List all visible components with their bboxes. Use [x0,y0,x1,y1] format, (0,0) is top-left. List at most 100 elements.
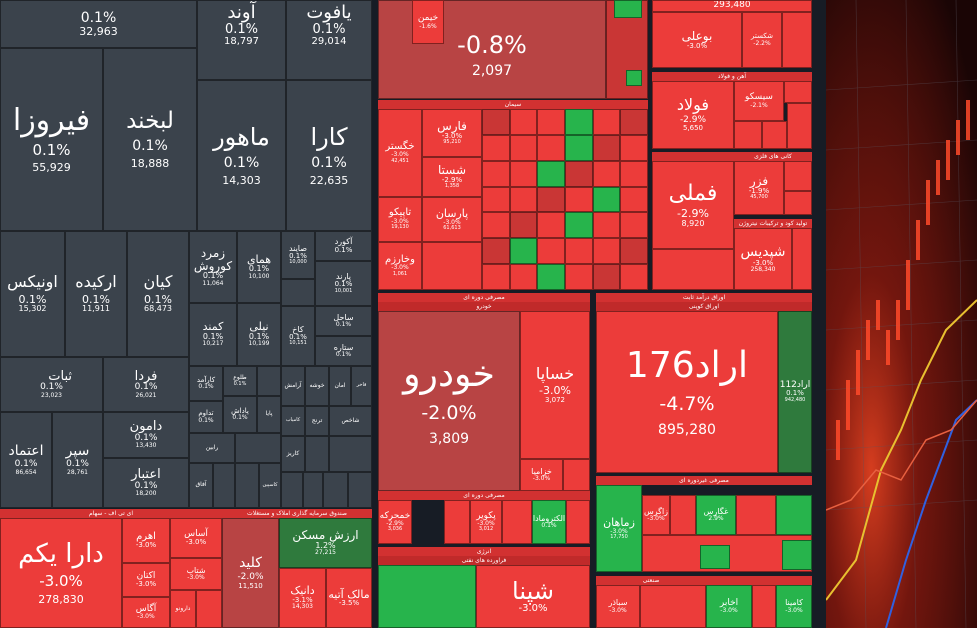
cement-small-tile[interactable] [592,186,621,213]
tile-khoshe[interactable]: خوشه [305,366,329,406]
cement-small-tile[interactable] [482,264,510,290]
tile-kian[interactable]: کیان 0.1% 68,473 [127,231,189,357]
tile-vakharazm[interactable]: وخارزم -3.0% 1,061 [378,242,422,290]
tile-rm-small-1[interactable] [670,495,696,535]
tile-kelid[interactable]: کلید -2.0% 11,510 [222,518,279,628]
tile-metal-small-6[interactable] [784,191,812,215]
tile-small-j[interactable] [323,472,348,508]
tile-tolou[interactable]: طلوع 0.1% [223,366,257,396]
tile-sabader[interactable]: سباذر -3.0% [596,585,640,628]
cement-small-tile[interactable] [620,186,648,213]
tile-small-etf[interactable] [196,590,222,628]
cement-small-tile[interactable] [482,160,510,187]
tile-rm-small-4[interactable] [640,585,706,628]
tile-aman[interactable]: امان [329,366,351,406]
tile-metal-small-5[interactable] [784,161,812,191]
tile-alkotron[interactable]: الکترومادا 0.1% [532,500,566,544]
tile-fakher[interactable]: فاخر [351,366,372,406]
tile-fameli[interactable]: فملی -2.9% 8,920 [652,161,734,249]
tile-metal-small-2[interactable] [734,121,762,149]
tile-kakh[interactable]: کاخ 0.1% 10,151 [281,306,315,366]
tile-khazamia[interactable]: خزامیا -3.0% [520,459,563,491]
tile-danik[interactable]: دانیک -3.1% 14,303 [279,568,326,628]
tile-shadpes[interactable]: شپدیس -3.0% 258,340 [734,228,792,290]
tile-karamad[interactable]: کارآمد 0.1% [189,366,223,401]
tile-center-green-b[interactable] [626,70,642,86]
tile-dara-yekom[interactable]: دارا یکم -3.0% 278,830 [0,518,122,628]
cement-small-tile[interactable] [537,160,565,187]
tile-akord[interactable]: آکورد 0.1% [315,231,372,261]
tile-small-f[interactable] [213,463,235,508]
cement-small-tile[interactable] [592,160,621,187]
tile-akhaber[interactable]: اخابر -3.0% [706,585,752,628]
tile-rm-green-2[interactable] [782,540,812,570]
tile-kara[interactable]: کارا 0.1% 22,635 [286,80,372,231]
tile-metal-small-8[interactable] [652,249,734,290]
cement-small-tile[interactable] [482,109,510,135]
tile-shetab[interactable]: شتاب -3.0% [170,558,222,590]
tile-setare[interactable]: ستاره 0.1% [315,336,372,366]
cement-small-tile[interactable] [592,238,621,265]
tile-fazar[interactable]: فزر -1.9% 45,700 [734,161,784,215]
tile-small-h[interactable] [281,472,303,508]
tile-metal-small-4[interactable] [787,103,812,149]
tile-small-e[interactable] [329,436,372,472]
tile-tapiko[interactable]: تاپیکو -3.0% 19,130 [378,197,422,242]
cement-small-tile[interactable] [592,264,621,290]
cement-small-tile[interactable] [565,186,593,213]
tile-small-k[interactable] [348,472,372,508]
tile-shakhes[interactable]: شاخص [329,406,372,436]
tile-parsan[interactable]: پارسان -3.0% 61,613 [422,197,482,242]
tile-small-b[interactable] [257,366,281,396]
cement-small-tile[interactable] [565,238,593,265]
cement-small-tile[interactable] [537,212,565,239]
tile-paya[interactable]: پایا [257,396,281,433]
cement-small-tile[interactable] [565,212,593,239]
tile-kamina[interactable]: کامینا -3.0% [776,585,812,628]
tile-lower-small-1[interactable] [444,500,470,544]
cement-small-tile[interactable] [509,160,538,187]
tile-labkhand[interactable]: لبخند 0.1% 18,888 [103,48,197,231]
tile-arzesh-maskan[interactable]: ارزش مسکن 1.2% 27,215 [279,518,372,568]
tile-energy-green[interactable] [378,565,476,628]
tile-arkide[interactable]: ارکیده 0.1% 11,911 [65,231,127,357]
tile-ghars[interactable]: غگارس 2.9% [696,495,736,535]
cement-small-tile[interactable] [620,212,648,239]
cement-small-tile[interactable] [482,238,510,265]
tile-kaspian[interactable]: کاسپین [259,463,281,508]
tile-zamahan[interactable]: زماهان -3.0% 17,750 [596,485,642,572]
tile-lower-small-2[interactable] [502,500,532,544]
cement-small-tile[interactable] [509,264,538,290]
tile-rabin[interactable]: رابین [189,433,235,463]
tile-fund-top-left[interactable]: 0.1% 32,963 [0,0,197,48]
tile-kourosh[interactable]: زمرد کوروش 0.1% 11,064 [189,231,237,303]
tile-sabat[interactable]: ثبات 0.1% 23,023 [0,357,103,412]
cement-small-tile[interactable] [537,264,565,290]
tile-kariz[interactable]: کاریز [281,436,305,472]
tile-arad176[interactable]: اراد176 -4.7% 895,280 [596,311,778,473]
tile-shapna[interactable]: شپنا -3.0% [476,565,590,628]
tile-firouza[interactable]: فیروزا 0.1% 55,929 [0,48,103,231]
cement-small-tile[interactable] [482,212,510,239]
tile-sahel[interactable]: ساحل 0.1% [315,306,372,336]
tile-arad112[interactable]: اراد112 0.1% 942,480 [778,311,812,473]
tile-sisko[interactable]: سیسکو -2.1% [734,81,784,121]
tile-etemad[interactable]: اعتماد 0.1% 86,654 [0,412,52,508]
tile-shasta[interactable]: شستا -2.9% 1,358 [422,157,482,197]
tile-asas[interactable]: آساس -3.0% [170,518,222,558]
cement-small-tile[interactable] [482,186,510,213]
tile-small-c[interactable] [235,433,281,463]
tile-afagh[interactable]: آفاق [189,463,213,508]
tile-tadavom[interactable]: تداوم 0.1% [189,401,223,433]
tile-rm-small-2[interactable] [736,495,776,535]
tile-center-green-a[interactable] [614,0,642,18]
cement-small-tile[interactable] [592,109,621,135]
cement-small-tile[interactable] [509,238,538,265]
cement-small-tile[interactable] [592,134,621,161]
cement-small-tile[interactable] [509,109,538,135]
tile-separ[interactable]: سپر 0.1% 28,761 [52,412,103,508]
tile-rm-small-5[interactable] [752,585,776,628]
tile-ahrom[interactable]: اهرم -3.0% [122,518,170,563]
tile-aktan[interactable]: اکتان -3.0% [122,563,170,597]
tile-cement-small-1[interactable] [422,242,482,290]
